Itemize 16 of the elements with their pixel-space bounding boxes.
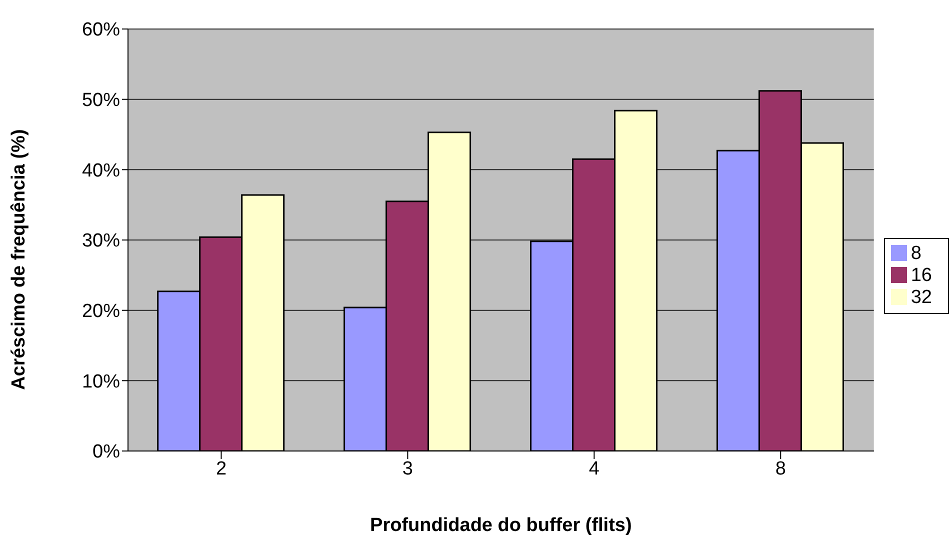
- legend-label: 8: [910, 242, 922, 264]
- x-tick-label: 8: [775, 458, 786, 480]
- x-tick-label: 2: [216, 458, 227, 480]
- x-tick-label: 4: [588, 458, 600, 480]
- y-tick-label: 0%: [92, 442, 120, 463]
- legend-label: 16: [910, 264, 932, 286]
- y-tick-label: 30%: [82, 230, 120, 252]
- x-tick-label: 3: [402, 458, 413, 480]
- y-tick-label: 50%: [82, 90, 120, 112]
- legend-label: 32: [910, 286, 932, 308]
- x-axis-title: Profundidade do buffer (flits): [370, 515, 632, 536]
- y-tick-label: 20%: [82, 301, 120, 322]
- y-axis-title: Acréscimo de frequência (%): [8, 129, 30, 390]
- y-tick-label: 60%: [82, 20, 120, 41]
- y-tick-label: 40%: [82, 160, 120, 182]
- y-tick-label: 10%: [82, 371, 120, 392]
